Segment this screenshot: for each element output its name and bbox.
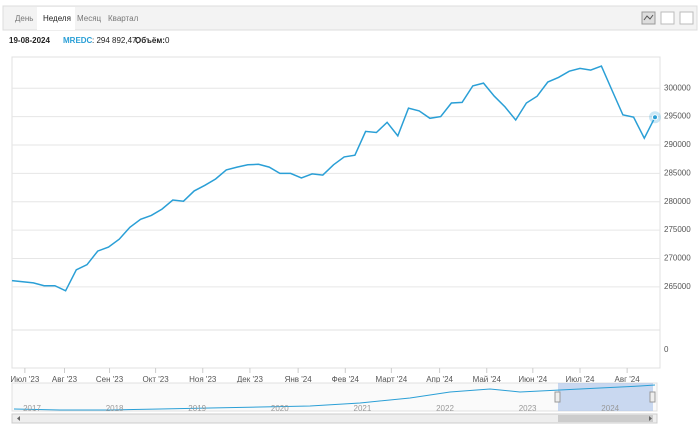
x-tick-label: Янв '24 — [285, 375, 313, 384]
navigator: 2017 2018 2019 2020 2021 2022 2023 2024 — [11, 382, 658, 424]
navigator-year: 2023 — [519, 404, 537, 413]
x-tick-label: Авг '23 — [52, 375, 78, 384]
y-tick-label: 275000 — [664, 225, 691, 234]
navigator-year: 2020 — [271, 404, 289, 413]
tab-selected — [37, 7, 75, 30]
price: : 294 892,47, — [92, 36, 139, 45]
x-tick-label: Фев '24 — [332, 375, 360, 384]
scrollbar[interactable] — [11, 413, 658, 424]
tab[interactable]: Квартал — [108, 14, 139, 23]
x-tick-label: Март '24 — [375, 375, 407, 384]
navigator-handle[interactable] — [649, 391, 656, 403]
navigator-year: 2024 — [601, 404, 619, 413]
x-tick-label: Ноя '23 — [189, 375, 217, 384]
tab[interactable]: День — [15, 14, 33, 23]
x-tick-label: Июл '24 — [566, 375, 595, 384]
x-tick-label: Июл '23 — [10, 375, 39, 384]
tab[interactable]: Месяц — [77, 14, 102, 23]
scrollbar-thumb[interactable] — [558, 415, 653, 422]
tool-icons[interactable] — [641, 11, 694, 25]
navigator-years: 2017 2018 2019 2020 2021 2022 2023 2024 — [23, 404, 620, 413]
navigator-year: 2021 — [354, 404, 372, 413]
last-point — [652, 114, 658, 121]
y-tick-label: 285000 — [664, 168, 691, 177]
navigator-line — [13, 384, 656, 411]
price-line — [11, 65, 656, 292]
y-tick-label: 280000 — [664, 197, 691, 206]
icon-line-glyph — [643, 14, 654, 21]
x-tick-label: Апр '24 — [426, 375, 453, 384]
x-tick-label: Июн '24 — [518, 375, 547, 384]
volume-value: 0 — [165, 36, 170, 45]
y-tick-label: 295000 — [664, 112, 691, 121]
y-tick-label: 300000 — [664, 83, 691, 92]
info-line: 19-08-2024 MREDC : 294 892,47, Объём: 0 — [9, 36, 170, 45]
navigator-year: 2019 — [188, 404, 206, 413]
scroll-right[interactable] — [649, 416, 652, 421]
navigator-year: 2017 — [23, 404, 41, 413]
y-tick-label: 265000 — [664, 282, 691, 291]
x-tick-label: Сен '23 — [96, 375, 124, 384]
x-tick-label: Авг '24 — [615, 375, 641, 384]
navigator-year: 2018 — [106, 404, 124, 413]
scroll-left[interactable] — [17, 416, 20, 421]
symbol: MREDC — [63, 36, 93, 45]
toolbar — [2, 5, 698, 31]
x-tick-label: Дек '23 — [237, 375, 264, 384]
navigator-frame — [11, 382, 658, 412]
x-tick-label: Май '24 — [473, 375, 502, 384]
y-tick-label: 290000 — [664, 140, 691, 149]
date: 19-08-2024 — [9, 36, 50, 45]
y-tick-label: 270000 — [664, 254, 691, 263]
navigator-year: 2022 — [436, 404, 454, 413]
volume-label: Объём: — [135, 36, 165, 45]
icon-bars[interactable] — [660, 11, 675, 25]
icon-candles[interactable] — [679, 11, 694, 25]
plot: 265000 270000 275000 280000 285000 290000 2950… — [10, 65, 691, 384]
x-tick-label: Окт '23 — [143, 375, 170, 384]
volume-tick-label: 0 — [664, 345, 669, 354]
tabs: День Неделя Месяц Квартал — [15, 7, 139, 30]
tab[interactable]: Неделя — [43, 14, 71, 23]
plot-frame — [11, 56, 661, 369]
navigator-handle[interactable] — [554, 391, 561, 403]
